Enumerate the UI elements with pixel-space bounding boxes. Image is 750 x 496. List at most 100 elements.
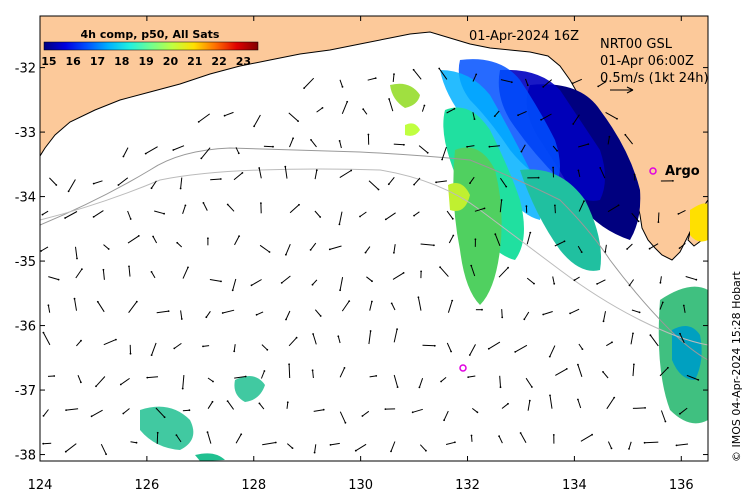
current-arrow [649, 243, 659, 250]
current-arrow-head [219, 178, 222, 180]
argo-float-2[interactable] [459, 364, 467, 372]
current-arrow [578, 200, 585, 212]
current-arrow-head [371, 280, 373, 283]
current-arrow [42, 210, 49, 216]
current-arrow [630, 333, 634, 345]
current-arrow [679, 407, 688, 415]
current-arrow [303, 77, 315, 89]
current-arrow [337, 336, 341, 344]
current-arrow [207, 431, 212, 444]
current-arrow-head [677, 213, 680, 215]
current-arrow [388, 176, 395, 185]
current-arrow [467, 145, 475, 148]
current-arrow-head [451, 217, 454, 220]
current-arrow [470, 265, 476, 277]
current-arrow [281, 275, 291, 284]
current-arrow-head [679, 332, 681, 335]
current-arrow [501, 309, 503, 318]
current-arrow-head [272, 145, 274, 148]
current-arrow [540, 113, 552, 121]
current-arrow-head [452, 234, 455, 237]
current-arrow [526, 277, 535, 284]
current-arrow [607, 204, 619, 213]
current-arrow [261, 344, 268, 351]
current-arrow [233, 344, 236, 352]
current-arrow-head [569, 312, 571, 315]
current-arrow [393, 244, 396, 253]
current-arrow-head [205, 316, 208, 319]
current-arrow [120, 377, 130, 385]
current-arrow-head [150, 187, 153, 190]
current-arrow [66, 408, 79, 411]
current-arrow-head [288, 363, 290, 366]
current-arrow [359, 211, 367, 217]
current-arrow-head [633, 363, 635, 366]
current-arrow-head [73, 297, 76, 300]
current-arrow [365, 246, 371, 253]
current-arrow-head [440, 380, 442, 383]
current-arrow [130, 441, 137, 444]
current-arrow [471, 435, 473, 442]
current-time-label: 01-Apr 06:00Z [600, 54, 694, 69]
current-arrow-head [221, 312, 224, 314]
current-arrow-head [443, 419, 445, 422]
current-arrow [438, 68, 448, 80]
current-arrow-head [510, 81, 513, 84]
current-arrow-head [292, 137, 294, 140]
current-arrow [628, 441, 632, 450]
current-arrow [554, 240, 565, 247]
current-arrow-head [439, 266, 441, 269]
current-arrow [310, 242, 317, 251]
current-arrow [77, 375, 82, 383]
current-arrow [393, 374, 399, 388]
current-arrow-head [520, 150, 523, 153]
current-arrow [413, 211, 420, 217]
current-arrow-head [329, 444, 332, 446]
current-arrow-head [577, 398, 579, 401]
current-arrow [234, 376, 246, 379]
current-arrow-head [241, 172, 244, 174]
current-arrow [205, 311, 211, 318]
current-arrow [260, 370, 265, 379]
current-arrow-head [67, 190, 70, 193]
current-arrow [288, 337, 297, 347]
current-arrow [604, 244, 607, 252]
current-arrow-head [611, 341, 613, 344]
current-arrow [207, 377, 214, 382]
current-arrow-head [47, 304, 50, 307]
current-arrow [200, 147, 211, 159]
current-arrow-head [473, 118, 476, 120]
current-arrow-head [505, 185, 508, 188]
current-arrow [64, 211, 78, 219]
current-arrow-head [180, 318, 183, 320]
current-arrow [607, 136, 610, 145]
current-arrow [339, 367, 345, 378]
current-arrow [182, 409, 190, 412]
current-arrow [43, 409, 49, 417]
current-arrow-head [303, 87, 305, 89]
current-arrow [312, 370, 314, 379]
current-arrow-head [96, 300, 99, 303]
current-arrow-head [501, 316, 504, 319]
current-arrow-head [197, 121, 200, 123]
current-arrow [580, 434, 593, 442]
current-arrow-head [396, 386, 399, 388]
current-arrow [100, 443, 107, 455]
x-tick-label: 130 [348, 478, 373, 493]
current-arrow-head [263, 370, 266, 372]
current-arrow [549, 395, 553, 409]
current-arrow-head [657, 221, 660, 224]
current-arrow [175, 434, 182, 443]
current-arrow-head [321, 107, 324, 109]
current-arrow-head [514, 351, 517, 353]
current-arrow [446, 210, 454, 220]
current-arrow-head [402, 272, 405, 274]
current-arrow [498, 267, 509, 278]
current-arrow-head [418, 386, 421, 389]
current-arrow-head [220, 280, 222, 283]
current-arrow-head [223, 114, 226, 117]
argo-float[interactable]: Argo [649, 164, 700, 179]
colorbar-tick-label: 23 [236, 55, 251, 68]
current-arrow-head [179, 187, 182, 190]
current-arrow [227, 400, 235, 410]
